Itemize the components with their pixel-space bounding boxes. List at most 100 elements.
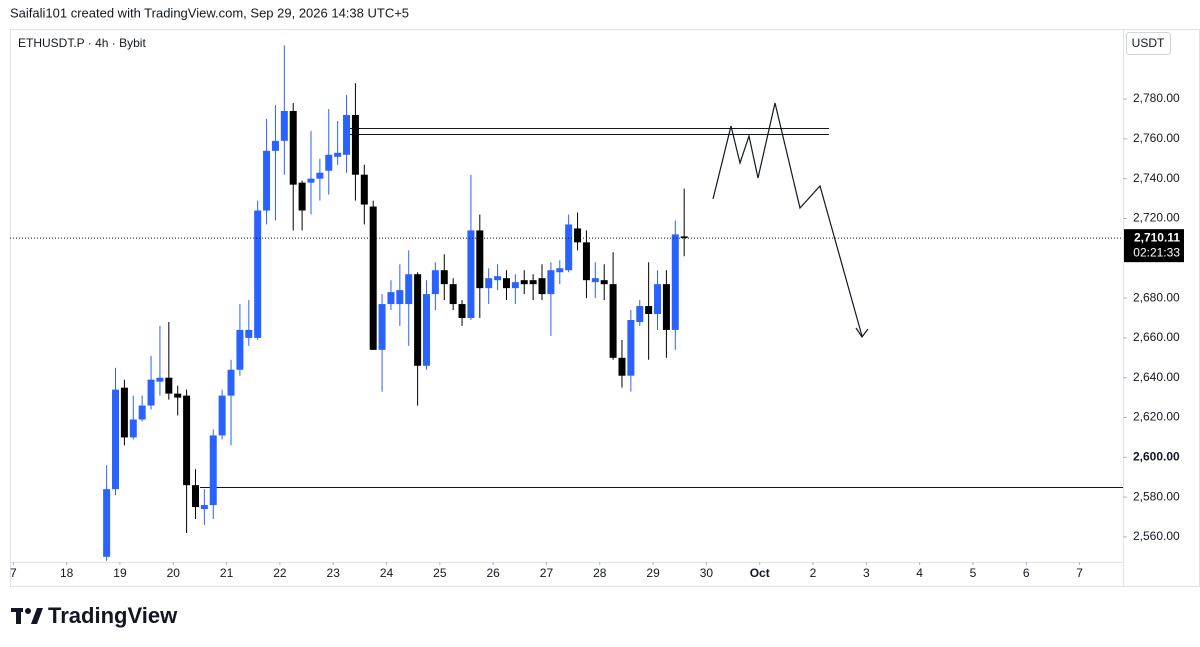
candle-body xyxy=(529,280,537,285)
y-tick-label: 2,580.00 xyxy=(1133,489,1180,503)
candle-body xyxy=(485,278,493,289)
candle-body xyxy=(200,505,208,510)
candle-body xyxy=(236,329,244,370)
y-tick-label: 2,760.00 xyxy=(1133,131,1180,145)
candle-body xyxy=(591,278,599,283)
candle-body xyxy=(654,284,662,315)
candle-body xyxy=(396,290,404,305)
candle-body xyxy=(112,389,120,490)
currency-box xyxy=(1126,32,1171,55)
brand-logo: TradingView xyxy=(11,603,178,628)
candle-body xyxy=(165,377,173,394)
candle-body xyxy=(387,292,395,305)
candle-body xyxy=(680,236,688,239)
candle-body xyxy=(369,206,377,350)
candle-body xyxy=(405,274,413,305)
candle-body xyxy=(280,111,288,141)
candle-body xyxy=(174,393,182,398)
x-tick-label: 4 xyxy=(916,566,923,580)
candle-body xyxy=(520,280,528,285)
y-tick-label: 2,660.00 xyxy=(1133,330,1180,344)
x-tick-label: 30 xyxy=(700,566,714,580)
candle-body xyxy=(147,379,155,406)
candle-body xyxy=(316,172,324,179)
x-tick-label: 25 xyxy=(433,566,447,580)
x-tick-label: 21 xyxy=(220,566,234,580)
x-tick-label: 18 xyxy=(60,566,74,580)
candle-body xyxy=(574,228,582,243)
candle-body xyxy=(120,387,128,438)
y-tick-label: 2,640.00 xyxy=(1133,370,1180,384)
x-tick-label: 19 xyxy=(113,566,127,580)
candle-body xyxy=(440,270,448,285)
candle-body xyxy=(254,210,262,338)
x-tick-label: 28 xyxy=(593,566,607,580)
candle-body xyxy=(263,150,271,211)
x-tick-label: 27 xyxy=(540,566,554,580)
candle-body xyxy=(325,154,333,171)
x-tick-label: 7 xyxy=(1076,566,1083,580)
x-tick-label: 6 xyxy=(1023,566,1030,580)
brand-name: TradingView xyxy=(48,603,178,628)
candle-body xyxy=(600,280,608,285)
candle-body xyxy=(422,294,430,366)
logo-shape xyxy=(31,608,43,624)
symbol-title: ETHUSDT.P · 4h · Bybit xyxy=(18,36,146,50)
candles xyxy=(103,45,688,561)
candle-body xyxy=(609,284,617,358)
candle-body xyxy=(103,489,111,557)
last-price-box xyxy=(1124,229,1184,263)
projection-arrowhead xyxy=(855,327,869,339)
candle-body xyxy=(618,357,626,376)
candle-body xyxy=(129,419,137,438)
last-price-label: 2,710.11 xyxy=(1134,230,1180,244)
candle-body xyxy=(502,278,510,289)
candle-body xyxy=(494,276,502,281)
y-tick-label: 2,740.00 xyxy=(1133,171,1180,185)
candle-body xyxy=(351,114,359,175)
candle-body xyxy=(378,304,386,350)
y-tick-label: 2,600.00 xyxy=(1133,449,1180,463)
candle-body xyxy=(538,278,546,295)
candle-body xyxy=(271,140,279,151)
candle-body xyxy=(671,234,679,330)
candle-body xyxy=(307,178,315,183)
countdown-label: 02:21:33 xyxy=(1133,245,1180,259)
candle-body xyxy=(183,395,191,486)
y-tick-label: 2,620.00 xyxy=(1133,410,1180,424)
candle-body xyxy=(449,284,457,305)
header-credit: Saifali101 created with TradingView.com,… xyxy=(10,5,409,20)
candle-body xyxy=(458,304,466,318)
candle-body xyxy=(662,284,670,330)
logo-shape xyxy=(25,608,31,614)
candle-body xyxy=(209,435,217,506)
logo-shape xyxy=(16,608,21,624)
candle-body xyxy=(636,306,644,322)
x-tick-label: 2 xyxy=(810,566,817,580)
y-tick-label: 2,680.00 xyxy=(1133,290,1180,304)
candle-body xyxy=(627,319,635,376)
x-tick-label: 5 xyxy=(970,566,977,580)
y-tick-label: 2,560.00 xyxy=(1133,529,1180,543)
candle-body xyxy=(227,369,235,396)
y-tick-label: 2,780.00 xyxy=(1133,91,1180,105)
candle-body xyxy=(414,274,422,366)
axes: 2,560.00 2,580.00 2,600.00 2,620.00 2,640.00… xyxy=(10,91,1184,580)
x-tick-label: 29 xyxy=(646,566,660,580)
candle-body xyxy=(431,270,439,295)
candle-body xyxy=(476,230,484,289)
y-tick-label: 2,720.00 xyxy=(1133,211,1180,225)
x-tick-label: 7 xyxy=(10,566,17,580)
candle-body xyxy=(218,395,226,436)
candle-body xyxy=(547,270,555,295)
candle-body xyxy=(343,114,351,155)
x-tick-label: 20 xyxy=(167,566,181,580)
candle-body xyxy=(360,174,368,205)
candle-body xyxy=(511,282,519,289)
candle-body xyxy=(565,224,573,271)
candle-body xyxy=(645,306,653,315)
x-tick-label: 3 xyxy=(863,566,870,580)
